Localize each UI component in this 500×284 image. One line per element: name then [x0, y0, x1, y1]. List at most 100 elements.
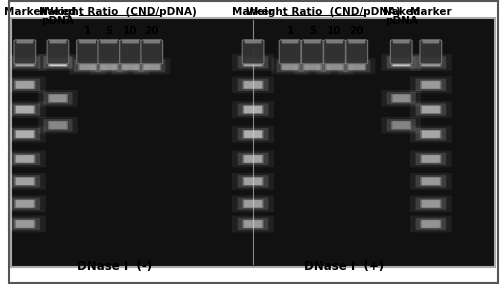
FancyBboxPatch shape [244, 40, 262, 43]
FancyBboxPatch shape [282, 62, 298, 70]
FancyBboxPatch shape [48, 94, 68, 103]
FancyBboxPatch shape [4, 76, 46, 93]
FancyBboxPatch shape [382, 90, 421, 107]
FancyBboxPatch shape [420, 130, 442, 139]
FancyBboxPatch shape [410, 173, 452, 190]
FancyBboxPatch shape [100, 62, 118, 70]
FancyBboxPatch shape [14, 154, 36, 163]
FancyBboxPatch shape [416, 153, 446, 165]
FancyBboxPatch shape [416, 128, 446, 140]
FancyBboxPatch shape [382, 117, 421, 134]
FancyBboxPatch shape [101, 62, 117, 70]
Text: Naked: Naked [382, 7, 420, 17]
FancyBboxPatch shape [298, 60, 326, 72]
FancyBboxPatch shape [10, 218, 40, 230]
FancyBboxPatch shape [422, 106, 440, 113]
FancyBboxPatch shape [244, 106, 262, 113]
Text: 1: 1 [286, 26, 294, 36]
FancyBboxPatch shape [325, 62, 344, 70]
FancyBboxPatch shape [238, 103, 268, 116]
FancyBboxPatch shape [16, 40, 34, 43]
FancyBboxPatch shape [4, 216, 46, 232]
FancyBboxPatch shape [121, 62, 140, 70]
FancyBboxPatch shape [242, 105, 264, 114]
FancyBboxPatch shape [122, 62, 138, 70]
FancyBboxPatch shape [138, 60, 166, 72]
FancyBboxPatch shape [44, 92, 72, 105]
FancyBboxPatch shape [422, 81, 440, 89]
FancyBboxPatch shape [386, 92, 416, 105]
Text: Marker: Marker [232, 7, 274, 17]
FancyBboxPatch shape [242, 130, 264, 139]
FancyBboxPatch shape [90, 58, 128, 75]
FancyBboxPatch shape [410, 151, 452, 167]
FancyBboxPatch shape [10, 128, 40, 140]
FancyBboxPatch shape [242, 58, 264, 67]
FancyBboxPatch shape [386, 119, 416, 131]
Text: Naked: Naked [40, 7, 76, 17]
FancyBboxPatch shape [416, 56, 446, 69]
FancyBboxPatch shape [242, 220, 264, 228]
FancyBboxPatch shape [242, 81, 264, 89]
FancyBboxPatch shape [142, 62, 161, 70]
FancyBboxPatch shape [11, 18, 495, 267]
FancyBboxPatch shape [302, 40, 323, 64]
FancyBboxPatch shape [4, 126, 46, 143]
FancyBboxPatch shape [326, 40, 343, 43]
Text: Marker: Marker [4, 7, 45, 17]
FancyBboxPatch shape [14, 40, 36, 64]
FancyBboxPatch shape [420, 81, 442, 89]
FancyBboxPatch shape [38, 117, 78, 134]
FancyBboxPatch shape [244, 178, 262, 185]
FancyBboxPatch shape [50, 59, 66, 66]
FancyBboxPatch shape [244, 131, 262, 138]
FancyBboxPatch shape [420, 40, 442, 64]
Text: 10: 10 [124, 26, 138, 36]
FancyBboxPatch shape [69, 58, 106, 75]
FancyBboxPatch shape [48, 58, 68, 67]
FancyBboxPatch shape [238, 128, 268, 140]
FancyBboxPatch shape [144, 40, 160, 43]
FancyBboxPatch shape [232, 173, 274, 190]
FancyBboxPatch shape [80, 62, 96, 70]
FancyBboxPatch shape [232, 101, 274, 118]
FancyBboxPatch shape [16, 178, 34, 185]
FancyBboxPatch shape [391, 58, 411, 67]
FancyBboxPatch shape [232, 151, 274, 167]
FancyBboxPatch shape [244, 81, 262, 89]
FancyBboxPatch shape [304, 62, 320, 70]
FancyBboxPatch shape [242, 154, 264, 163]
FancyBboxPatch shape [392, 122, 409, 129]
FancyBboxPatch shape [10, 56, 40, 69]
FancyBboxPatch shape [16, 81, 34, 89]
FancyBboxPatch shape [422, 155, 440, 163]
FancyBboxPatch shape [16, 155, 34, 163]
FancyBboxPatch shape [272, 58, 308, 75]
FancyBboxPatch shape [232, 195, 274, 212]
FancyBboxPatch shape [50, 40, 66, 43]
FancyBboxPatch shape [14, 177, 36, 186]
FancyBboxPatch shape [416, 103, 446, 116]
Text: 5: 5 [308, 26, 316, 36]
FancyBboxPatch shape [304, 40, 320, 43]
FancyBboxPatch shape [390, 40, 412, 64]
FancyBboxPatch shape [74, 60, 101, 72]
FancyBboxPatch shape [244, 200, 262, 208]
FancyBboxPatch shape [238, 56, 268, 69]
FancyBboxPatch shape [16, 59, 34, 66]
FancyBboxPatch shape [391, 94, 411, 103]
FancyBboxPatch shape [348, 62, 366, 70]
FancyBboxPatch shape [416, 79, 446, 91]
FancyBboxPatch shape [50, 122, 66, 129]
FancyBboxPatch shape [232, 76, 274, 93]
FancyBboxPatch shape [242, 177, 264, 186]
FancyBboxPatch shape [14, 130, 36, 139]
FancyBboxPatch shape [16, 200, 34, 208]
FancyBboxPatch shape [238, 153, 268, 165]
FancyBboxPatch shape [98, 40, 120, 64]
Text: 20: 20 [144, 26, 159, 36]
FancyBboxPatch shape [14, 199, 36, 208]
FancyBboxPatch shape [321, 60, 348, 72]
Text: Weight Ratio  (CND/pDNA): Weight Ratio (CND/pDNA) [42, 7, 197, 17]
FancyBboxPatch shape [100, 40, 117, 43]
